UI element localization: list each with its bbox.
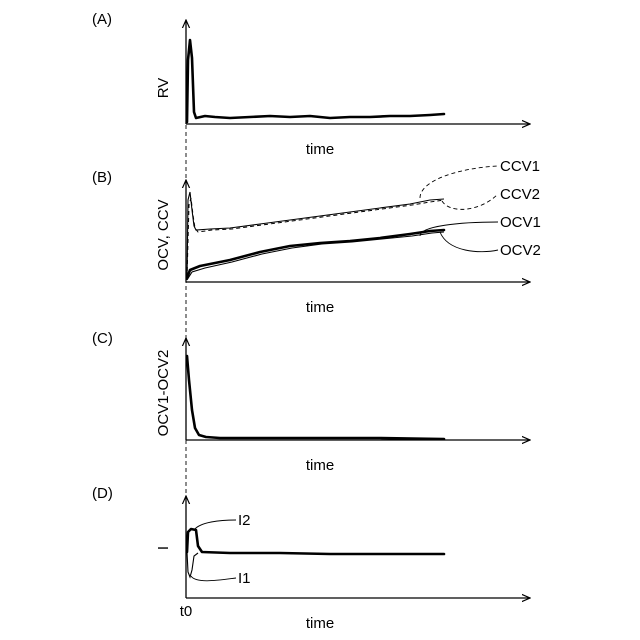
panel-b-ylabel: OCV, CCV <box>155 199 172 270</box>
panel-a-xlabel: time <box>306 141 334 158</box>
panel-b-ocv2-leader <box>440 232 498 252</box>
panel-d-label: (D) <box>92 485 113 502</box>
panel-d-i1-curve <box>187 552 198 577</box>
panel-c-ylabel: OCV1-OCV2 <box>155 350 172 437</box>
panel-c-difference-curve <box>187 356 444 439</box>
panel-d-i1-leader <box>191 576 236 581</box>
panel-c: (C) OCV1-OCV2 time <box>92 330 530 474</box>
figure: (A) RV time (B) OCV, CCV time CCV1 CCV2 … <box>0 0 640 640</box>
panel-d-ylabel: I <box>155 546 172 550</box>
panel-b-ccv1-curve <box>187 192 444 280</box>
panel-b-ccv2-leader <box>442 194 498 209</box>
panel-a: (A) RV time <box>92 11 530 158</box>
panel-b-ccv1-label: CCV1 <box>500 158 540 175</box>
panel-d-i2-curve <box>187 529 444 554</box>
panel-d-i2-label: I2 <box>238 512 251 529</box>
panel-b-ocv2-curve <box>187 232 444 280</box>
panel-d-i1-label: I1 <box>238 570 251 587</box>
panel-d-xlabel: time <box>306 615 334 632</box>
panel-b: (B) OCV, CCV time CCV1 CCV2 OCV1 OCV2 <box>92 158 541 316</box>
panel-c-xlabel: time <box>306 457 334 474</box>
panel-b-xlabel: time <box>306 299 334 316</box>
panel-d: (D) I time t0 I2 I1 <box>92 485 530 632</box>
panel-a-rv-curve <box>187 40 444 122</box>
panel-b-label: (B) <box>92 169 112 186</box>
panel-d-i2-leader <box>194 520 236 530</box>
panel-c-label: (C) <box>92 330 113 347</box>
panel-b-ccv1-leader <box>420 166 498 198</box>
panel-b-ccv2-label: CCV2 <box>500 186 540 203</box>
panel-a-label: (A) <box>92 11 112 28</box>
panel-a-ylabel: RV <box>155 78 172 99</box>
panel-d-t0-label: t0 <box>180 603 193 620</box>
panel-b-ocv1-label: OCV1 <box>500 214 541 231</box>
panel-b-ccv2-curve <box>187 198 444 278</box>
panel-b-ocv1-leader <box>420 222 498 236</box>
panel-b-ocv2-label: OCV2 <box>500 242 541 259</box>
